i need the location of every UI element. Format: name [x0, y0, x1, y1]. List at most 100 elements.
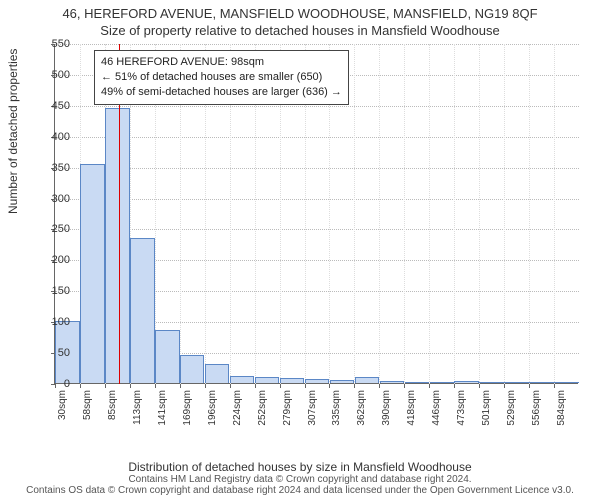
xtick-mark [255, 384, 256, 388]
ytick-label: 550 [52, 38, 70, 50]
ytick-label: 300 [52, 193, 70, 205]
ytick-label: 500 [52, 69, 70, 81]
x-axis-label: Distribution of detached houses by size … [0, 460, 600, 474]
footer-line1: Contains HM Land Registry data © Crown c… [0, 474, 600, 485]
gridline-h [55, 44, 579, 45]
xtick-mark [230, 384, 231, 388]
xtick-mark [80, 384, 81, 388]
xtick-mark [504, 384, 505, 388]
gridline-v [554, 44, 555, 384]
bar [230, 376, 254, 383]
xtick-label: 252sqm [257, 390, 268, 426]
ytick-label: 150 [52, 285, 70, 297]
xtick-mark [429, 384, 430, 388]
gridline-h [55, 229, 579, 230]
gridline-v [354, 44, 355, 384]
bar [380, 381, 404, 383]
gridline-v [504, 44, 505, 384]
xtick-label: 307sqm [307, 390, 318, 426]
xtick-mark [329, 384, 330, 388]
xtick-mark [354, 384, 355, 388]
bar [355, 377, 379, 383]
xtick-label: 501sqm [481, 390, 492, 426]
xtick-label: 58sqm [82, 390, 93, 420]
xtick-mark [280, 384, 281, 388]
xtick-label: 390sqm [381, 390, 392, 426]
bar [305, 379, 329, 383]
bar [479, 382, 503, 383]
xtick-mark [379, 384, 380, 388]
xtick-mark [180, 384, 181, 388]
xtick-label: 169sqm [182, 390, 193, 426]
xtick-label: 224sqm [232, 390, 243, 426]
bar [205, 364, 229, 383]
bar [504, 382, 528, 383]
ytick-label: 450 [52, 100, 70, 112]
xtick-label: 279sqm [282, 390, 293, 426]
xtick-label: 529sqm [506, 390, 517, 426]
gridline-h [55, 137, 579, 138]
gridline-v [479, 44, 480, 384]
xtick-label: 418sqm [406, 390, 417, 426]
xtick-mark [454, 384, 455, 388]
xtick-mark [130, 384, 131, 388]
ytick-label: 350 [52, 162, 70, 174]
xtick-label: 446sqm [431, 390, 442, 426]
bar [105, 108, 129, 383]
ytick-label: 100 [52, 316, 70, 328]
xtick-mark [105, 384, 106, 388]
xtick-label: 335sqm [331, 390, 342, 426]
chart-area: 46 HEREFORD AVENUE: 98sqm ← 51% of detac… [54, 44, 578, 384]
gridline-v [454, 44, 455, 384]
bar [554, 382, 578, 383]
xtick-mark [554, 384, 555, 388]
ytick-label: 50 [58, 347, 70, 359]
xtick-mark [55, 384, 56, 388]
bar [130, 238, 154, 383]
info-box-line3: 49% of semi-detached houses are larger (… [101, 85, 342, 100]
xtick-label: 113sqm [132, 390, 143, 425]
xtick-mark [205, 384, 206, 388]
y-axis-label: Number of detached properties [6, 49, 20, 214]
xtick-label: 362sqm [356, 390, 367, 426]
bar [529, 382, 553, 383]
xtick-label: 584sqm [556, 390, 567, 426]
info-box-line2: ← 51% of detached houses are smaller (65… [101, 70, 342, 85]
xtick-mark [479, 384, 480, 388]
xtick-label: 556sqm [531, 390, 542, 426]
xtick-label: 30sqm [57, 390, 68, 420]
ytick-label: 250 [52, 223, 70, 235]
bar [280, 378, 304, 383]
ytick-label: 200 [52, 254, 70, 266]
gridline-v [379, 44, 380, 384]
xtick-label: 196sqm [207, 390, 218, 426]
bar [80, 164, 104, 383]
footer: Contains HM Land Registry data © Crown c… [0, 474, 600, 496]
ytick-label: 0 [64, 378, 70, 390]
ytick-label: 400 [52, 131, 70, 143]
xtick-label: 141sqm [157, 390, 168, 426]
gridline-h [55, 199, 579, 200]
bar [430, 382, 454, 383]
bar [255, 377, 279, 383]
gridline-v [529, 44, 530, 384]
bar [180, 355, 204, 383]
bar [405, 382, 429, 383]
xtick-mark [404, 384, 405, 388]
gridline-h [55, 106, 579, 107]
bar [454, 381, 478, 383]
gridline-v [429, 44, 430, 384]
xtick-label: 85sqm [107, 390, 118, 420]
gridline-h [55, 168, 579, 169]
bar [155, 330, 179, 383]
page-title-line1: 46, HEREFORD AVENUE, MANSFIELD WOODHOUSE… [0, 0, 600, 21]
page-title-line2: Size of property relative to detached ho… [0, 21, 600, 42]
footer-line2: Contains OS data © Crown copyright and d… [0, 485, 600, 496]
xtick-mark [155, 384, 156, 388]
xtick-mark [529, 384, 530, 388]
bar [330, 380, 354, 383]
info-box-line1: 46 HEREFORD AVENUE: 98sqm [101, 55, 342, 70]
xtick-mark [305, 384, 306, 388]
gridline-v [404, 44, 405, 384]
info-box: 46 HEREFORD AVENUE: 98sqm ← 51% of detac… [94, 50, 349, 105]
